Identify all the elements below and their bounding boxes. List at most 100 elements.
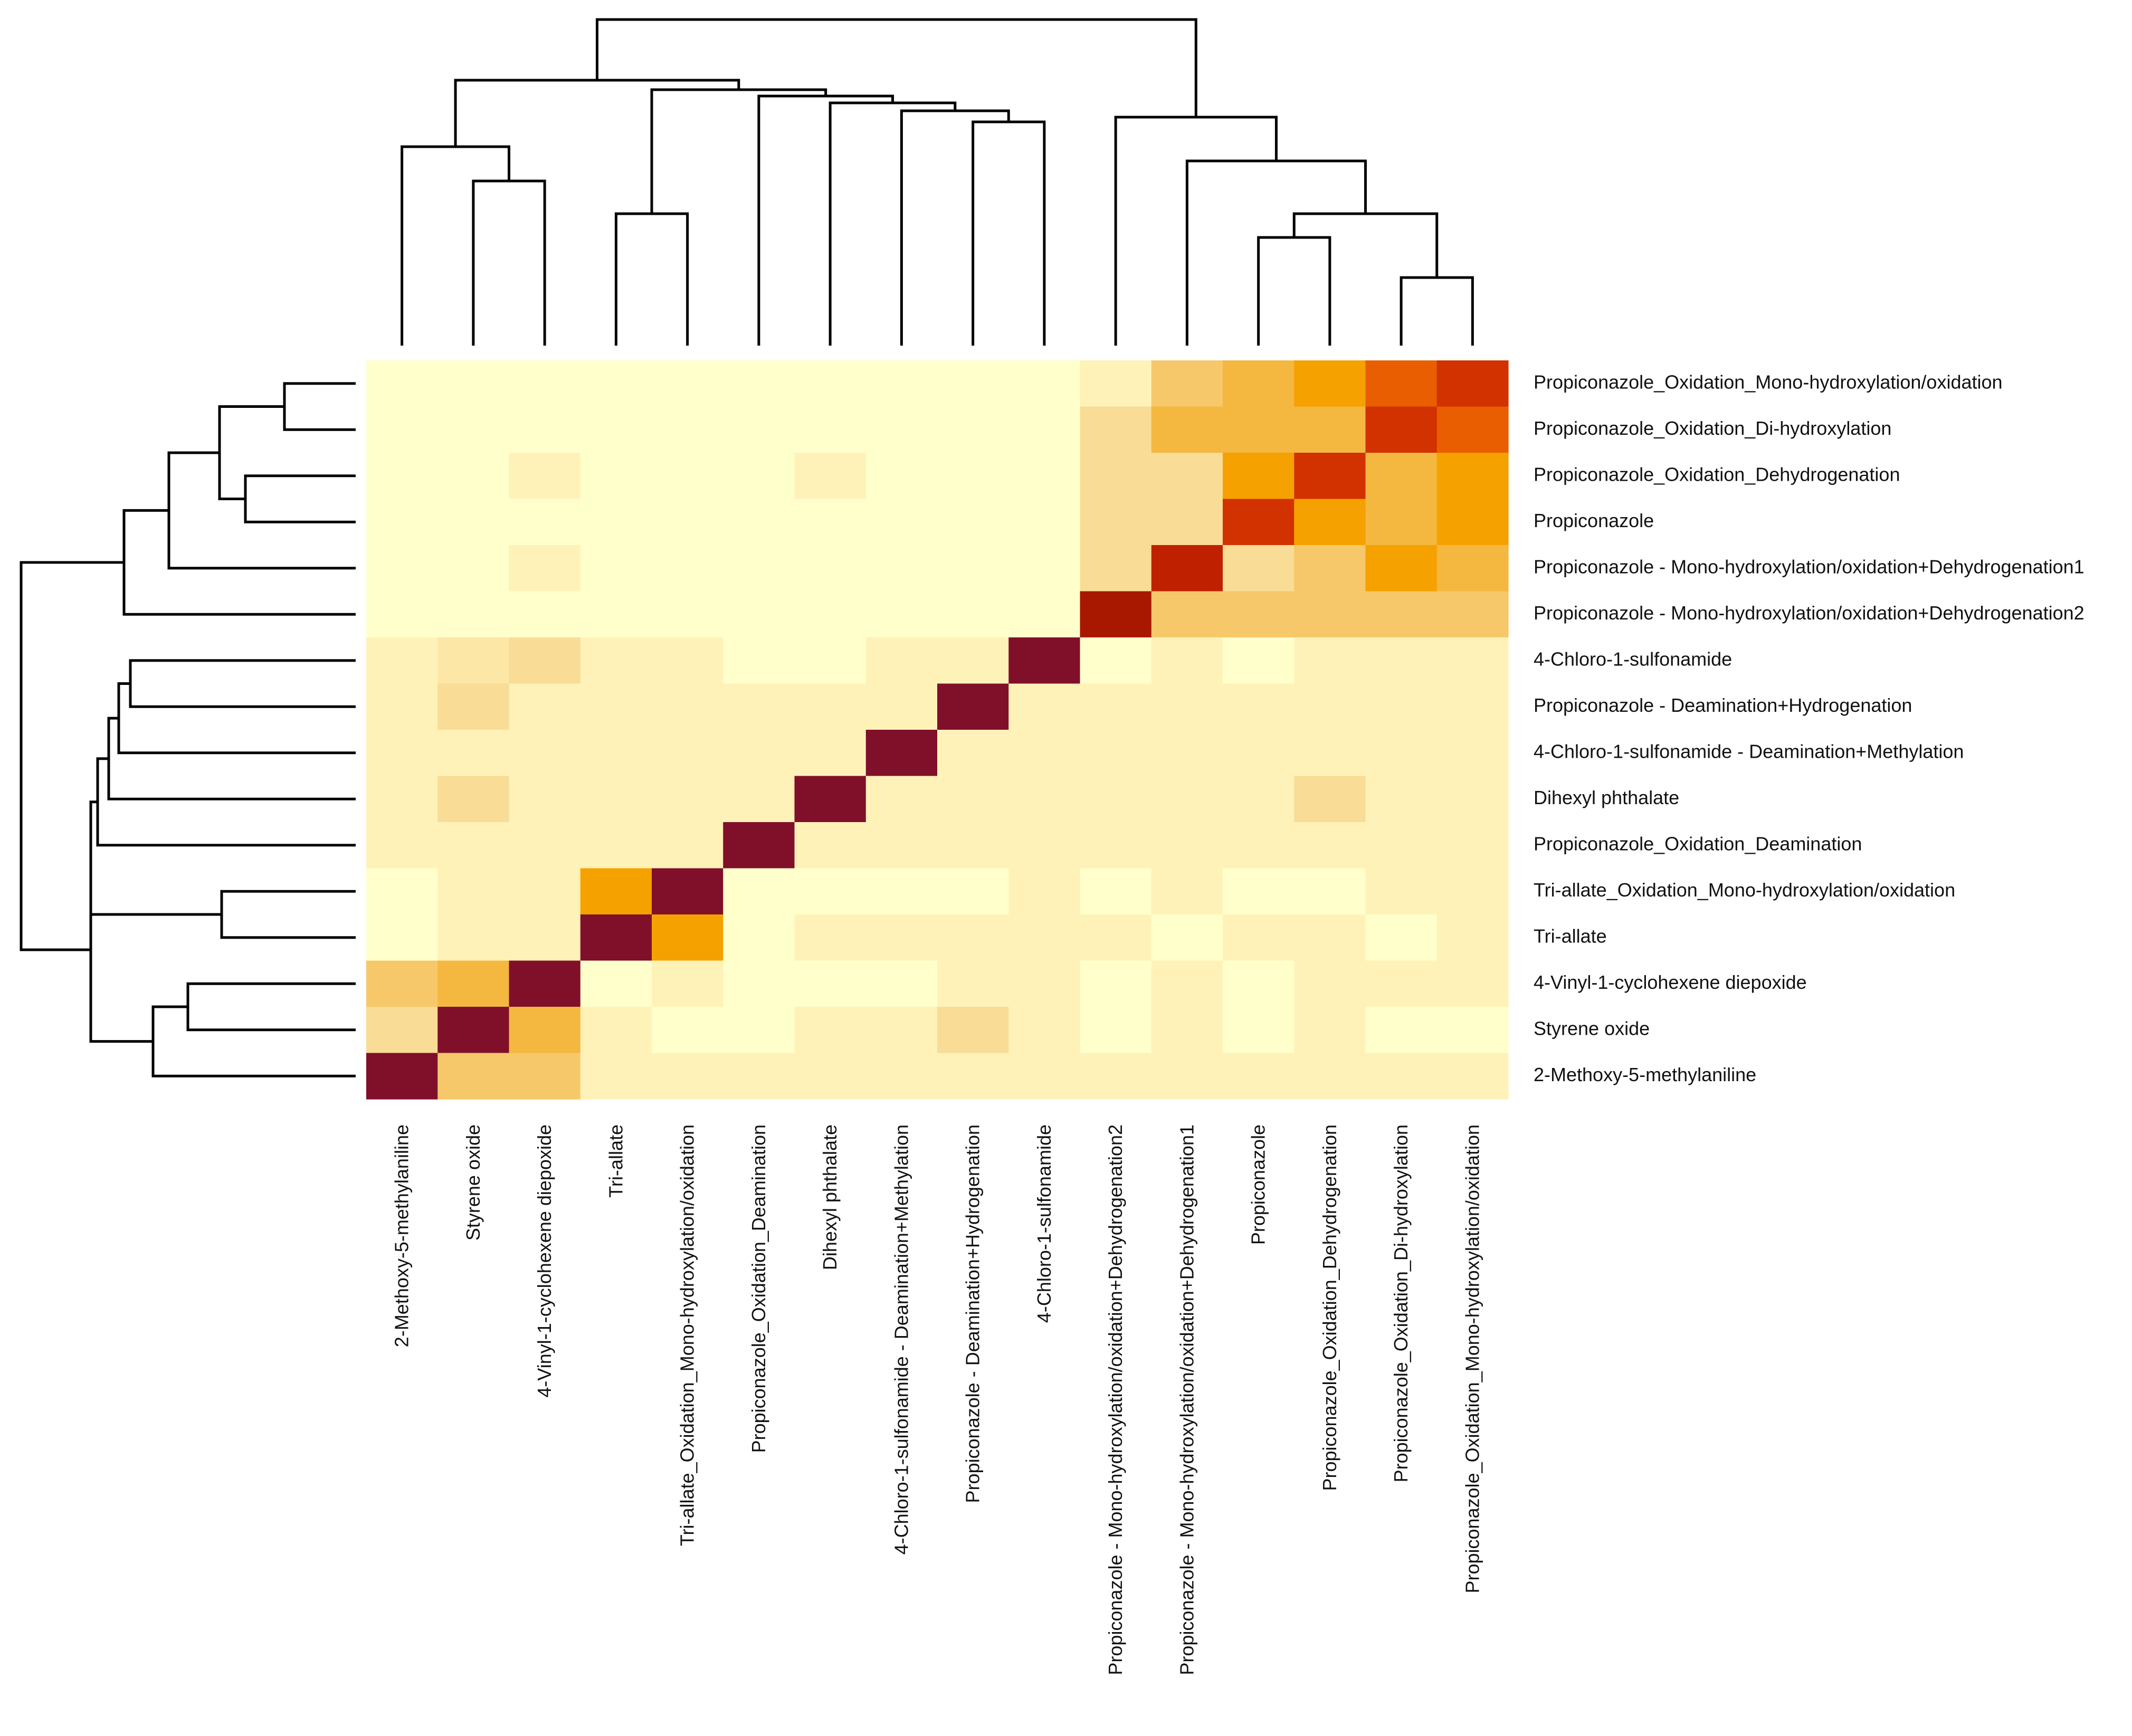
heatmap-cell <box>865 499 938 546</box>
heatmap-cell <box>509 776 581 823</box>
heatmap-cell <box>1080 637 1152 684</box>
heatmap-cell <box>937 776 1009 823</box>
heatmap-cell <box>937 730 1009 777</box>
heatmap-cell <box>1294 1053 1366 1100</box>
heatmap-cell <box>1223 406 1295 453</box>
heatmap-cell <box>794 591 867 638</box>
dendrogram-branch <box>89 858 153 1043</box>
heatmap-cell <box>794 406 867 453</box>
dendrogram-branch <box>20 561 124 951</box>
heatmap-cell <box>1436 914 1509 961</box>
heatmap-cell <box>580 406 652 453</box>
heatmap-cell <box>937 360 1009 407</box>
heatmap-cell <box>580 360 652 407</box>
heatmap-cell <box>1151 499 1223 546</box>
heatmap-cell <box>794 1007 867 1054</box>
heatmap-cell <box>723 406 795 453</box>
heatmap-cell <box>437 776 510 823</box>
heatmap-cell <box>1080 730 1152 777</box>
heatmap-cell <box>366 683 438 730</box>
heatmap-cell <box>865 683 938 730</box>
heatmap-cell <box>580 1007 652 1054</box>
heatmap-cell <box>1365 360 1438 407</box>
heatmap-cell <box>1151 868 1223 915</box>
heatmap-cell <box>1223 868 1295 915</box>
heatmap-cell <box>437 637 510 684</box>
heatmap-cell <box>509 591 581 638</box>
heatmap-cell <box>652 453 724 500</box>
heatmap-cell <box>865 1053 938 1100</box>
heatmap-cell <box>1151 776 1223 823</box>
heatmap-cell <box>794 453 867 500</box>
heatmap-cell <box>1294 545 1366 592</box>
heatmap-cell <box>937 499 1009 546</box>
heatmap-cell <box>1436 730 1509 777</box>
heatmap-cell <box>509 822 581 869</box>
heatmap-cell <box>366 545 438 592</box>
heatmap-cell <box>794 730 867 777</box>
heatmap-cell <box>580 914 652 961</box>
heatmap-cell <box>580 868 652 915</box>
column-label: 2-Methoxy-5-methylaniline <box>391 1124 413 1347</box>
heatmap-cell <box>723 914 795 961</box>
heatmap-cell <box>366 406 438 453</box>
heatmap-cell <box>865 360 938 407</box>
heatmap-cell <box>1151 1007 1223 1054</box>
row-label: Styrene oxide <box>1534 1017 1650 1039</box>
row-labels: Propiconazole_Oxidation_Mono-hydroxylati… <box>1534 371 2085 1085</box>
heatmap-cell <box>580 499 652 546</box>
heatmap-cell <box>937 406 1009 453</box>
heatmap-cell <box>723 960 795 1007</box>
heatmap-cell <box>1223 499 1295 546</box>
heatmap-cell <box>723 868 795 915</box>
heatmap-cell <box>1294 683 1366 730</box>
heatmap-cell <box>437 453 510 500</box>
heatmap-cell <box>366 822 438 869</box>
heatmap-cell <box>1365 822 1438 869</box>
heatmap-cell <box>1223 776 1295 823</box>
heatmap-cell <box>1365 499 1438 546</box>
heatmap-cell <box>1151 822 1223 869</box>
heatmap-cell <box>1365 406 1438 453</box>
heatmap-cell <box>1436 960 1509 1007</box>
row-label: Propiconazole_Oxidation_Deamination <box>1534 833 1862 854</box>
heatmap-cell <box>1365 960 1438 1007</box>
heatmap-cell <box>937 960 1009 1007</box>
heatmap-cell <box>723 822 795 869</box>
heatmap-cell <box>1294 960 1366 1007</box>
heatmap-cell <box>509 453 581 500</box>
heatmap-cell <box>1365 1007 1438 1054</box>
heatmap-cells <box>366 360 1509 1100</box>
heatmap-cell <box>1080 960 1152 1007</box>
heatmap-cell <box>1080 868 1152 915</box>
column-label: Propiconazole_Oxidation_Di-hydroxylation <box>1390 1124 1412 1482</box>
heatmap-cell <box>723 499 795 546</box>
heatmap-cell <box>794 914 867 961</box>
heatmap-cell <box>1294 591 1366 638</box>
heatmap-cell <box>1008 914 1081 961</box>
heatmap-cell <box>1436 1053 1509 1100</box>
column-label: Propiconazole <box>1248 1124 1269 1245</box>
heatmap-cell <box>1294 914 1366 961</box>
heatmap-cell <box>1294 776 1366 823</box>
heatmap-cell <box>723 683 795 730</box>
heatmap-cell <box>1436 360 1509 407</box>
row-label: Tri-allate <box>1534 925 1607 947</box>
heatmap-cell <box>437 545 510 592</box>
row-label: Dihexyl phthalate <box>1534 787 1679 808</box>
heatmap-cell <box>723 360 795 407</box>
row-dendrogram <box>20 382 356 1077</box>
heatmap-cell <box>1008 453 1081 500</box>
heatmap-cell <box>1008 822 1081 869</box>
heatmap-cell <box>580 591 652 638</box>
heatmap-cell <box>937 683 1009 730</box>
heatmap-cell <box>652 360 724 407</box>
heatmap-cell <box>1294 406 1366 453</box>
heatmap-cell <box>723 453 795 500</box>
heatmap-cell <box>437 822 510 869</box>
heatmap-cell <box>1080 591 1152 638</box>
heatmap-cell <box>794 776 867 823</box>
heatmap-cell <box>937 1053 1009 1100</box>
heatmap-cell <box>723 1007 795 1054</box>
heatmap-cell <box>1223 637 1295 684</box>
